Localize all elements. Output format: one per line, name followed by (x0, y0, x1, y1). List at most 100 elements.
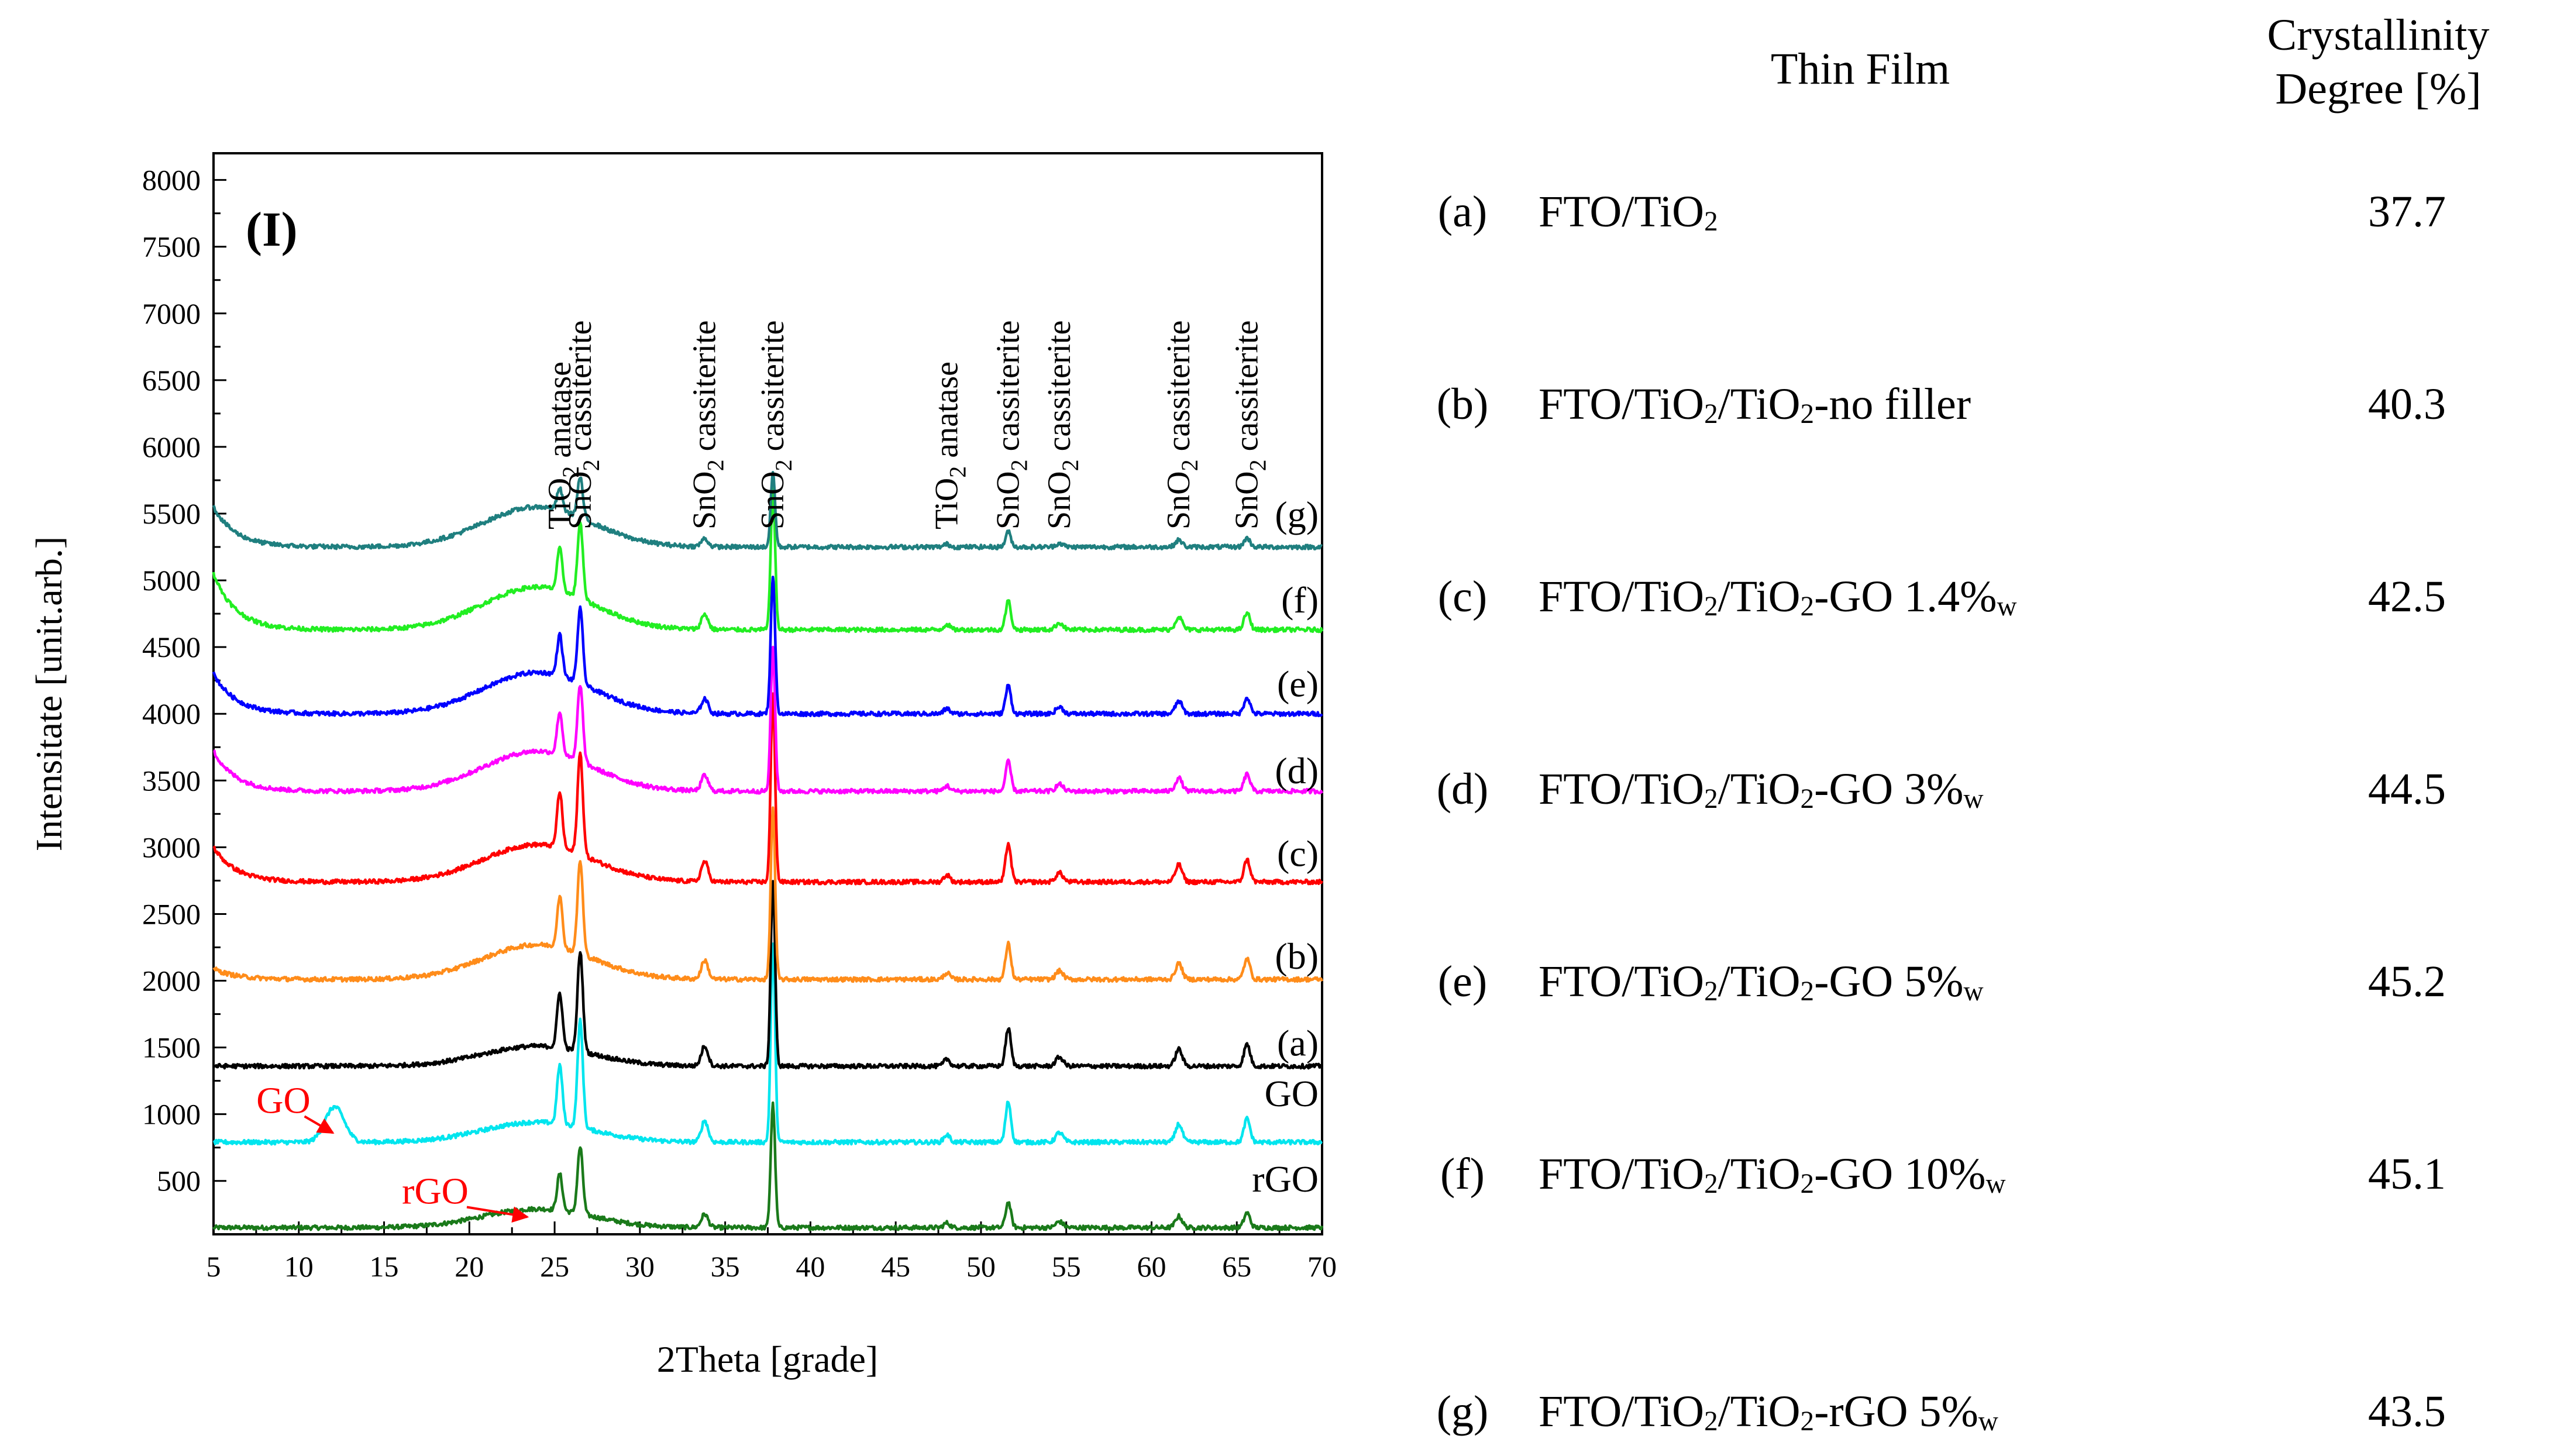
phase-label-name: cassiterite (755, 321, 791, 460)
phase-label-name: cassiterite (990, 321, 1027, 460)
series-group (212, 470, 1324, 1231)
phase-label-name: cassiterite (687, 321, 723, 460)
phase-label-subscript: 2 (1006, 459, 1033, 471)
x-tick-label: 30 (625, 1250, 655, 1283)
x-tick-label: 35 (711, 1250, 740, 1283)
row-crystallinity: 43.5 (2368, 1387, 2446, 1436)
x-tick-label: 65 (1222, 1250, 1251, 1283)
row-id: (a) (1437, 187, 1488, 236)
table-row: (e) FTO/TiO2/TiO2-GO 5%w 45.2 (1392, 952, 2557, 1011)
table-row: (a) FTO/TiO2 37.7 (1392, 183, 2557, 241)
series-label-GO: GO (1265, 1073, 1319, 1114)
series-label-c: (c) (1277, 832, 1319, 874)
y-tick-label: 8000 (142, 164, 201, 197)
row-crystallinity: 45.1 (2368, 1149, 2446, 1199)
x-tick-label: 10 (284, 1250, 314, 1283)
phase-label-subscript: 2 (1176, 459, 1203, 471)
row-crystallinity: 37.7 (2368, 187, 2446, 236)
phase-label-subscript: 2 (578, 459, 604, 471)
x-tick-label: 20 (455, 1250, 484, 1283)
row-id: (g) (1436, 1387, 1489, 1436)
series-line-GO (212, 942, 1323, 1146)
phase-label-name: anatase (929, 362, 965, 466)
row-id: (f) (1440, 1149, 1485, 1199)
row-crystallinity: 45.2 (2368, 957, 2446, 1006)
row-id: (e) (1437, 957, 1488, 1006)
row-crystallinity: 44.5 (2368, 765, 2446, 814)
phase-label: SnO2 cassiterite (1041, 321, 1083, 529)
row-film: FTO/TiO2/TiO2-GO 1.4%w (1539, 572, 2017, 622)
phase-label: SnO2 cassiterite (687, 321, 729, 529)
x-tick-label: 50 (966, 1250, 996, 1283)
table-row: (g) FTO/TiO2/TiO2-rGO 5%w 43.5 (1392, 1382, 2557, 1441)
y-tick-label: 2000 (142, 965, 201, 997)
x-tick-label: 60 (1137, 1250, 1166, 1283)
phase-label-subscript: 2 (945, 466, 971, 478)
annotation-arrow (304, 1115, 335, 1134)
phase-label-formula: SnO (687, 471, 723, 529)
series-line-e (212, 576, 1323, 718)
annotation-label-rgo: rGO (402, 1171, 469, 1212)
phase-label-name: cassiterite (1041, 321, 1078, 460)
x-tick-label: 70 (1307, 1250, 1337, 1283)
phase-label-name: cassiterite (1161, 321, 1197, 460)
row-film: FTO/TiO2/TiO2-GO 10%w (1539, 1149, 2006, 1200)
y-tick-label: 7500 (142, 230, 201, 263)
y-axis-title: Intensitate [unit.arb.] (28, 536, 70, 851)
y-tick-label: 6500 (142, 364, 201, 397)
x-tick-label: 55 (1052, 1250, 1081, 1283)
phase-label-name: anatase (542, 362, 578, 466)
phase-label-formula: SnO (1041, 471, 1078, 529)
phase-label: TiO2 anatase (542, 362, 584, 529)
table-row: (b) FTO/TiO2/TiO2-no filler 40.3 (1392, 375, 2557, 433)
x-tick-label: 25 (540, 1250, 569, 1283)
y-tick-label: 6000 (142, 431, 201, 463)
annotation-label-go: GO (256, 1079, 310, 1121)
annotation-arrow (466, 1206, 529, 1223)
phase-label-subscript: 2 (557, 466, 584, 478)
row-film: FTO/TiO2/TiO2-GO 3%w (1539, 765, 1984, 815)
table-row: (c) FTO/TiO2/TiO2-GO 1.4%w 42.5 (1392, 567, 2557, 626)
series-line-f (212, 486, 1324, 634)
series-line-rGO (212, 1101, 1324, 1231)
phase-label-formula: SnO (990, 471, 1027, 529)
phase-label-subscript: 2 (770, 459, 797, 471)
row-film: FTO/TiO2 (1539, 187, 1718, 237)
phase-label-formula: SnO (1229, 471, 1265, 529)
row-id: (c) (1437, 572, 1488, 621)
y-tick-label: 3000 (142, 831, 201, 863)
y-tick-label: 500 (157, 1165, 201, 1197)
y-tick-label: 5500 (142, 497, 201, 530)
y-tick-label: 1000 (142, 1098, 201, 1131)
row-crystallinity: 40.3 (2368, 380, 2446, 429)
row-id: (b) (1436, 380, 1489, 429)
x-tick-label: 45 (881, 1250, 910, 1283)
phase-label-name: cassiterite (562, 321, 598, 460)
series-line-g (212, 470, 1323, 550)
phase-label-formula: TiO (929, 478, 965, 529)
header-thin-film: Thin Film (1770, 44, 1950, 94)
crystallinity-table: Thin Film Crystallinity Degree [%] (a) FT… (1392, 0, 2557, 1456)
series-line-d (213, 645, 1324, 795)
phase-label-name: cassiterite (1229, 321, 1265, 460)
phase-label-formula: SnO (755, 471, 791, 529)
phase-label: SnO2 cassiterite (1229, 321, 1271, 529)
series-label-rGO: rGO (1252, 1158, 1319, 1200)
series-label-g: (g) (1275, 494, 1319, 535)
x-axis-title: 2Theta [grade] (657, 1338, 878, 1380)
row-film: FTO/TiO2/TiO2-no filler (1539, 380, 1971, 430)
phase-label-subscript: 2 (703, 459, 729, 471)
y-tick-label: 7000 (142, 297, 201, 330)
table-row: (f) FTO/TiO2/TiO2-GO 10%w 45.1 (1392, 1145, 2557, 1203)
y-tick-label: 4500 (142, 631, 201, 663)
row-film: FTO/TiO2/TiO2-GO 5%w (1539, 957, 1984, 1007)
series-line-b (212, 806, 1324, 983)
x-tick-label: 5 (207, 1250, 221, 1283)
series-label-f: (f) (1281, 579, 1319, 621)
phase-label-formula: SnO (562, 471, 598, 529)
table-row: (d) FTO/TiO2/TiO2-GO 3%w 44.5 (1392, 760, 2557, 818)
y-tick-label: 2500 (142, 897, 201, 930)
panel-label: (I) (246, 202, 298, 257)
series-label-e: (e) (1277, 663, 1319, 705)
